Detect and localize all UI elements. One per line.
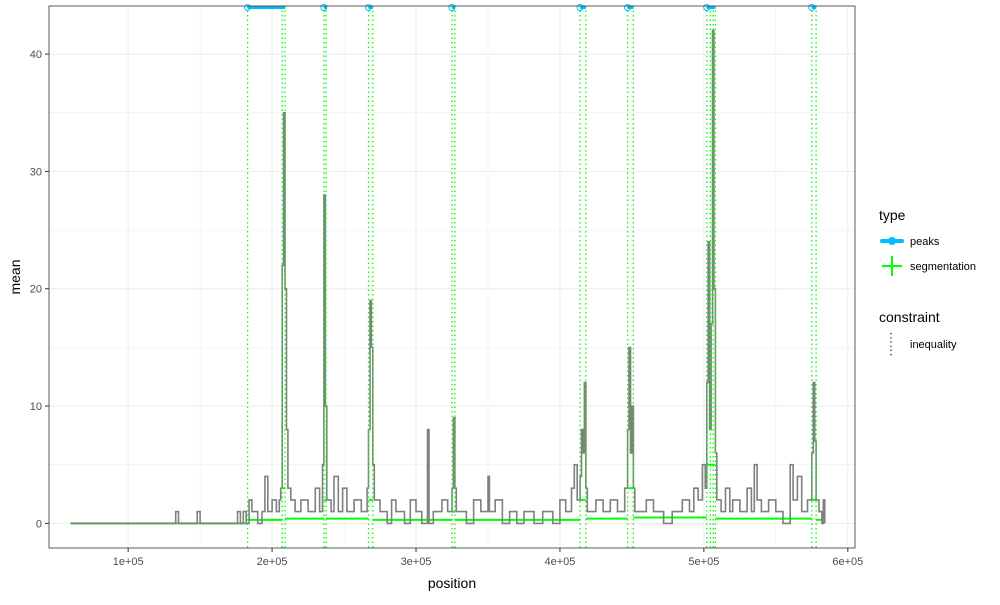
legend: type peaks segmentation constraint inequ…: [879, 207, 976, 356]
peak-start-marker: [448, 4, 456, 11]
y-tick-label: 10: [30, 401, 42, 413]
peak-start-marker: [576, 4, 584, 11]
peak-start-marker: [808, 4, 816, 11]
x-tick-label: 1e+05: [113, 556, 144, 568]
peak-start-marker: [703, 4, 711, 11]
legend-segmentation-label: segmentation: [910, 261, 976, 273]
y-tick-label: 20: [30, 284, 42, 296]
x-tick-label: 2e+05: [257, 556, 288, 568]
y-axis-ticks: 0 10 20 30 40: [30, 49, 49, 530]
signal-line: [70, 29, 826, 525]
y-tick-label: 0: [36, 518, 42, 530]
x-tick-label: 4e+05: [544, 556, 575, 568]
x-tick-label: 3e+05: [401, 556, 432, 568]
x-tick-label: 6e+05: [832, 556, 863, 568]
x-axis-ticks: 1e+05 2e+05 3e+05 4e+05 5e+05 6e+05: [113, 548, 863, 568]
y-axis-title: mean: [7, 259, 23, 294]
legend-constraint-title: constraint: [879, 309, 940, 325]
peak-start-marker: [244, 4, 252, 11]
x-axis-title: position: [428, 575, 476, 591]
peak-start-marker: [624, 4, 632, 11]
legend-key-peaks: [880, 237, 904, 245]
y-tick-label: 40: [30, 49, 42, 61]
peak-start-marker: [365, 4, 373, 11]
legend-inequality-label: inequality: [910, 339, 957, 351]
x-tick-label: 5e+05: [688, 556, 719, 568]
legend-peaks-label: peaks: [910, 236, 940, 248]
legend-type-title: type: [879, 207, 906, 223]
panel-border: [48, 5, 856, 549]
peak-markers: [244, 4, 817, 11]
peak-start-marker: [320, 4, 328, 11]
signal-series: [70, 29, 826, 525]
grid-lines: [49, 6, 855, 548]
changepoint-lines: [246, 6, 817, 548]
y-tick-label: 30: [30, 166, 42, 178]
legend-key-segmentation: [882, 256, 902, 276]
legend-peaks-marker: [888, 237, 896, 245]
